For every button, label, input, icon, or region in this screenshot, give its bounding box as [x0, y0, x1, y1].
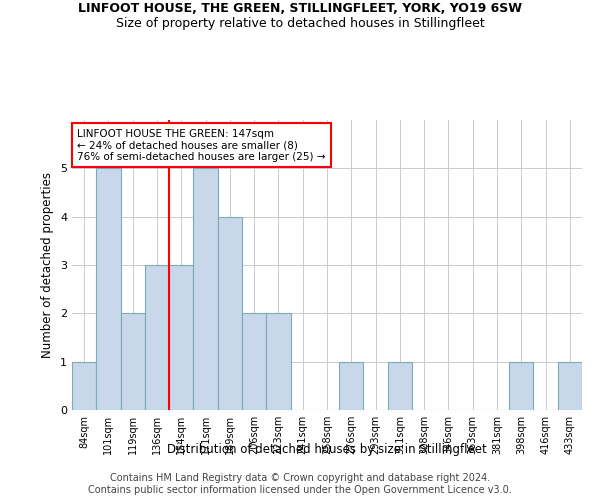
Text: LINFOOT HOUSE THE GREEN: 147sqm
← 24% of detached houses are smaller (8)
76% of : LINFOOT HOUSE THE GREEN: 147sqm ← 24% of…	[77, 128, 326, 162]
Text: LINFOOT HOUSE, THE GREEN, STILLINGFLEET, YORK, YO19 6SW: LINFOOT HOUSE, THE GREEN, STILLINGFLEET,…	[78, 2, 522, 16]
Bar	[558, 362, 582, 410]
Text: Distribution of detached houses by size in Stillingfleet: Distribution of detached houses by size …	[167, 442, 487, 456]
Bar	[242, 314, 266, 410]
Bar	[388, 362, 412, 410]
Bar	[339, 362, 364, 410]
Bar	[121, 314, 145, 410]
Bar	[96, 168, 121, 410]
Bar	[72, 362, 96, 410]
Bar	[266, 314, 290, 410]
Y-axis label: Number of detached properties: Number of detached properties	[41, 172, 55, 358]
Bar	[193, 168, 218, 410]
Text: Contains HM Land Registry data © Crown copyright and database right 2024.
Contai: Contains HM Land Registry data © Crown c…	[88, 474, 512, 495]
Text: Size of property relative to detached houses in Stillingfleet: Size of property relative to detached ho…	[116, 18, 484, 30]
Bar	[169, 265, 193, 410]
Bar	[218, 216, 242, 410]
Bar	[509, 362, 533, 410]
Bar	[145, 265, 169, 410]
